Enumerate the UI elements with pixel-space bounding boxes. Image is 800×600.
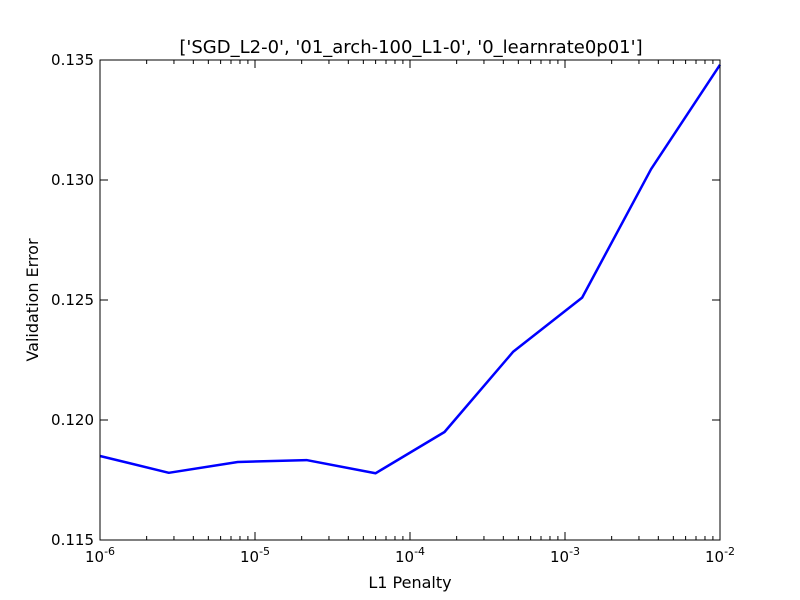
x-axis-label: L1 Penalty bbox=[368, 573, 451, 592]
series-line-1 bbox=[99, 64, 722, 475]
y-tick-label: 0.130 bbox=[51, 171, 94, 189]
chart-title: ['SGD_L2-0', '01_arch-100_L1-0', '0_lear… bbox=[179, 37, 642, 58]
x-axis: 10-6 10-5 10-4 10-3 10-2 bbox=[85, 60, 735, 566]
y-axis: 0.115 0.120 0.125 0.130 0.135 bbox=[51, 51, 720, 549]
x-tick-label: 10-6 bbox=[85, 545, 115, 566]
y-tick-label: 0.125 bbox=[51, 291, 94, 309]
x-tick-label: 10-5 bbox=[240, 545, 270, 566]
x-tick-label: 10-2 bbox=[705, 545, 735, 566]
series-layer bbox=[99, 64, 722, 475]
x-tick-label: 10-3 bbox=[550, 545, 580, 566]
x-tick-label: 10-4 bbox=[395, 545, 425, 566]
y-tick-label: 0.135 bbox=[51, 51, 94, 69]
y-tick-label: 0.115 bbox=[51, 531, 94, 549]
y-tick-label: 0.120 bbox=[51, 411, 94, 429]
y-axis-label: Validation Error bbox=[23, 238, 42, 362]
